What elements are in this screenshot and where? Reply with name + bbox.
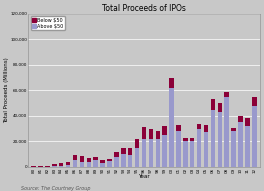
Bar (73, 160, 77, 167)
Bar (80, 156, 84, 162)
Bar (176, 125, 181, 131)
Title: Total Proceeds of IPOs: Total Proceeds of IPOs (102, 4, 186, 13)
Bar (121, 148, 126, 154)
Bar (100, 163, 105, 167)
Bar (197, 124, 201, 129)
Bar (211, 109, 215, 167)
Bar (224, 97, 229, 167)
Bar (190, 141, 195, 167)
Bar (252, 97, 257, 106)
Bar (135, 148, 139, 167)
Bar (66, 165, 70, 167)
Legend: Below $50, Above $50: Below $50, Above $50 (31, 16, 65, 30)
Bar (135, 139, 139, 148)
Bar (52, 164, 56, 166)
Bar (73, 155, 77, 160)
Bar (107, 159, 112, 161)
Bar (245, 118, 250, 126)
Bar (211, 99, 215, 109)
Bar (142, 139, 146, 167)
Bar (59, 166, 63, 167)
Bar (149, 129, 153, 139)
Bar (149, 139, 153, 167)
Bar (142, 127, 146, 139)
Bar (218, 103, 222, 112)
Bar (128, 155, 133, 167)
Bar (80, 162, 84, 167)
Bar (218, 112, 222, 167)
Bar (52, 166, 56, 167)
Bar (224, 92, 229, 97)
Bar (197, 129, 201, 167)
Bar (87, 162, 91, 167)
Bar (155, 139, 160, 167)
Bar (204, 125, 208, 132)
Y-axis label: Total Proceeds (Millions): Total Proceeds (Millions) (4, 57, 9, 123)
Bar (128, 148, 133, 155)
Bar (183, 138, 188, 141)
Bar (162, 135, 167, 167)
Bar (204, 132, 208, 167)
Bar (169, 88, 174, 167)
Bar (176, 131, 181, 167)
Bar (169, 78, 174, 88)
Bar (155, 131, 160, 139)
Bar (31, 166, 36, 167)
Bar (121, 154, 126, 167)
Bar (190, 138, 195, 141)
Text: Source: The Courtney Group: Source: The Courtney Group (21, 186, 91, 191)
Bar (45, 166, 50, 167)
Bar (93, 157, 98, 160)
Bar (107, 161, 112, 167)
Bar (100, 160, 105, 163)
Bar (252, 106, 257, 167)
Bar (162, 126, 167, 135)
Bar (231, 128, 236, 131)
Bar (238, 122, 243, 167)
Bar (59, 163, 63, 166)
Bar (38, 166, 43, 167)
Bar (231, 131, 236, 167)
Bar (114, 157, 119, 167)
Bar (245, 126, 250, 167)
Bar (66, 162, 70, 165)
Bar (238, 116, 243, 122)
Bar (183, 141, 188, 167)
Bar (93, 160, 98, 167)
Bar (114, 152, 119, 157)
X-axis label: Year: Year (138, 174, 150, 179)
Bar (87, 158, 91, 162)
